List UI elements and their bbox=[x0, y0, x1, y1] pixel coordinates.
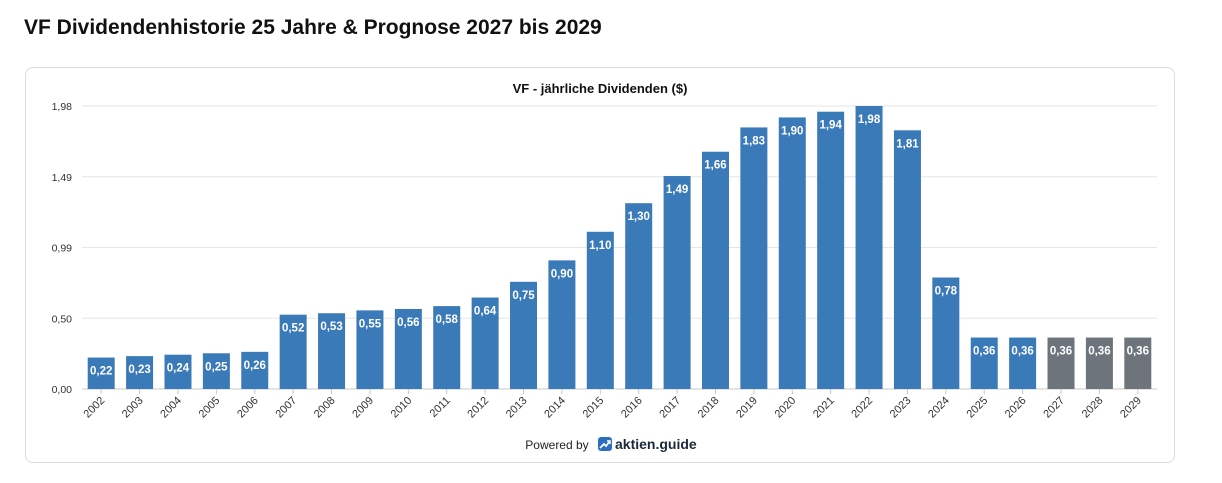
x-tick-label: 2003 bbox=[120, 395, 146, 421]
x-tick-label: 2018 bbox=[696, 395, 722, 421]
bar-2008[interactable] bbox=[318, 313, 346, 389]
data-label: 0,78 bbox=[935, 286, 958, 298]
data-label: 0,24 bbox=[167, 363, 190, 375]
bar-2012[interactable] bbox=[471, 297, 499, 389]
y-tick-label: 0,99 bbox=[52, 243, 73, 255]
data-label: 0,56 bbox=[397, 317, 419, 329]
x-tick-label: 2014 bbox=[542, 395, 568, 421]
bar-2028[interactable] bbox=[1085, 337, 1113, 389]
data-label: 0,55 bbox=[359, 318, 382, 330]
bar-2015[interactable] bbox=[586, 231, 614, 389]
bar-2002[interactable] bbox=[87, 357, 115, 389]
x-tick-label: 2004 bbox=[158, 395, 184, 421]
data-label: 0,58 bbox=[436, 314, 459, 326]
x-tick-label: 2017 bbox=[657, 395, 683, 421]
x-tick-label: 2009 bbox=[350, 395, 376, 421]
y-tick-label: 1,98 bbox=[52, 101, 73, 113]
x-tick-label: 2016 bbox=[619, 395, 645, 421]
y-tick-label: 0,00 bbox=[52, 384, 73, 396]
bar-2016[interactable] bbox=[625, 203, 653, 389]
x-tick-label: 2013 bbox=[504, 395, 530, 421]
x-tick-label: 2021 bbox=[811, 395, 837, 421]
bar-2025[interactable] bbox=[970, 337, 998, 389]
bar-2014[interactable] bbox=[548, 260, 576, 389]
x-tick-label: 2015 bbox=[581, 395, 607, 421]
data-label: 0,22 bbox=[90, 366, 112, 378]
data-label: 1,83 bbox=[743, 135, 765, 147]
data-label: 0,36 bbox=[1050, 346, 1072, 358]
x-axis: 2002 2003 2004 2005 2006 2007 2008 2009 2010 2011… bbox=[82, 389, 1144, 420]
bar-2003[interactable] bbox=[126, 356, 154, 389]
bar-2022[interactable] bbox=[855, 106, 883, 389]
x-tick-label: 2023 bbox=[888, 395, 914, 421]
data-label: 0,36 bbox=[1088, 346, 1110, 358]
data-label: 0,52 bbox=[282, 323, 304, 335]
data-label: 1,94 bbox=[819, 120, 842, 132]
chart-title: VF - jährliche Dividenden ($) bbox=[513, 81, 688, 96]
x-tick-label: 2008 bbox=[312, 395, 338, 421]
x-tick-label: 2028 bbox=[1080, 395, 1106, 421]
powered-by-footer[interactable]: Powered by aktien.guide bbox=[0, 436, 1222, 452]
x-tick-label: 2026 bbox=[1003, 395, 1029, 421]
bar-2013[interactable] bbox=[510, 281, 538, 389]
bar-2021[interactable] bbox=[817, 111, 845, 390]
powered-by-label: Powered by bbox=[525, 438, 589, 452]
trend-up-icon bbox=[598, 437, 613, 451]
x-tick-label: 2010 bbox=[389, 395, 415, 421]
bar-2029[interactable] bbox=[1124, 337, 1152, 389]
y-axis: 0,00 0,50 0,99 1,49 1,98 bbox=[52, 101, 73, 396]
data-label: 0,36 bbox=[1011, 346, 1033, 358]
x-tick-label: 2020 bbox=[773, 395, 799, 421]
x-tick-label: 2005 bbox=[197, 395, 223, 421]
x-tick-label: 2012 bbox=[465, 395, 491, 421]
y-tick-label: 0,50 bbox=[52, 313, 73, 325]
data-label: 0,36 bbox=[1127, 346, 1149, 358]
data-label: 1,49 bbox=[666, 184, 688, 196]
data-label: 0,64 bbox=[474, 306, 497, 318]
bars: 0,22 0,23 0,24 0,25 0,26 0,52 0,53 0,55 0,56 0,58… bbox=[87, 106, 1152, 390]
data-label: 0,25 bbox=[205, 361, 228, 373]
data-label: 1,30 bbox=[628, 211, 650, 223]
bar-2017[interactable] bbox=[663, 176, 691, 389]
x-tick-label: 2029 bbox=[1118, 395, 1144, 421]
page-title: VF Dividendenhistorie 25 Jahre & Prognos… bbox=[24, 16, 602, 39]
x-tick-label: 2002 bbox=[82, 395, 108, 421]
data-label: 0,36 bbox=[973, 346, 995, 358]
bar-2024[interactable] bbox=[932, 277, 960, 389]
bar-2020[interactable] bbox=[778, 117, 806, 390]
x-tick-label: 2007 bbox=[273, 395, 299, 421]
data-label: 1,90 bbox=[781, 125, 803, 137]
x-tick-label: 2022 bbox=[849, 395, 875, 421]
bar-2007[interactable] bbox=[279, 314, 307, 389]
bar-2009[interactable] bbox=[356, 310, 384, 389]
x-tick-label: 2011 bbox=[428, 395, 453, 420]
brand-name: aktien.guide bbox=[615, 436, 697, 452]
x-tick-label: 2027 bbox=[1041, 395, 1067, 421]
x-tick-label: 2019 bbox=[734, 395, 760, 421]
data-label: 0,53 bbox=[320, 321, 342, 333]
x-tick-label: 2006 bbox=[235, 395, 261, 421]
x-tick-label: 2024 bbox=[926, 395, 952, 421]
data-label: 0,26 bbox=[244, 360, 266, 372]
data-label: 1,10 bbox=[589, 240, 611, 252]
data-label: 0,23 bbox=[128, 364, 150, 376]
bar-2011[interactable] bbox=[433, 306, 461, 389]
bar-2018[interactable] bbox=[701, 151, 729, 389]
data-label: 1,66 bbox=[704, 160, 726, 172]
x-tick-label: 2025 bbox=[965, 395, 991, 421]
bar-2006[interactable] bbox=[241, 351, 269, 389]
data-label: 1,81 bbox=[896, 138, 919, 150]
bar-2027[interactable] bbox=[1047, 337, 1075, 389]
bar-2010[interactable] bbox=[394, 308, 422, 389]
data-label: 0,75 bbox=[512, 290, 535, 302]
bar-2005[interactable] bbox=[202, 353, 230, 389]
data-label: 1,98 bbox=[858, 114, 881, 126]
bar-2026[interactable] bbox=[1009, 337, 1037, 389]
bar-2004[interactable] bbox=[164, 354, 192, 389]
data-label: 0,90 bbox=[551, 268, 573, 280]
y-tick-label: 1,49 bbox=[52, 172, 73, 184]
bar-2023[interactable] bbox=[893, 130, 921, 389]
bar-2019[interactable] bbox=[740, 127, 768, 389]
